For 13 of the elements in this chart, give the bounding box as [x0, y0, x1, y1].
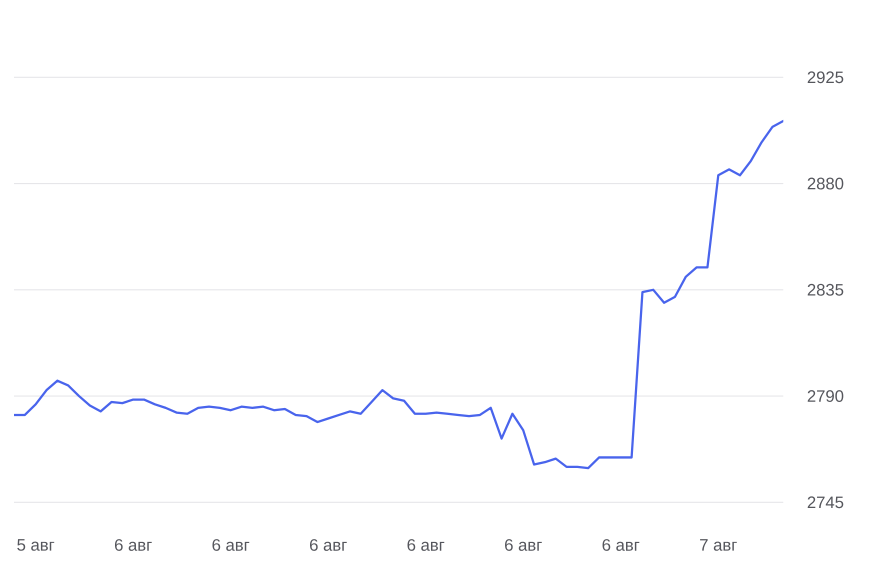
y-tick-label: 2790 — [808, 390, 844, 402]
x-tick-label: 6 авг — [212, 539, 250, 551]
y-tick-label: 2925 — [808, 71, 844, 84]
x-tick-label: 5 авг — [17, 539, 54, 551]
y-tick-label: 2880 — [808, 178, 844, 190]
x-tick-label: 6 авг — [602, 539, 640, 551]
y-tick-label: 2745 — [808, 496, 844, 508]
y-tick-label: 2835 — [808, 284, 844, 296]
x-tick-label: 6 авг — [114, 539, 152, 551]
x-tick-label: 7 авг — [700, 539, 737, 551]
x-tick-label: 6 авг — [310, 539, 347, 551]
x-tick-label: 6 авг — [408, 539, 444, 551]
x-tick-label: 6 авг — [505, 539, 542, 551]
